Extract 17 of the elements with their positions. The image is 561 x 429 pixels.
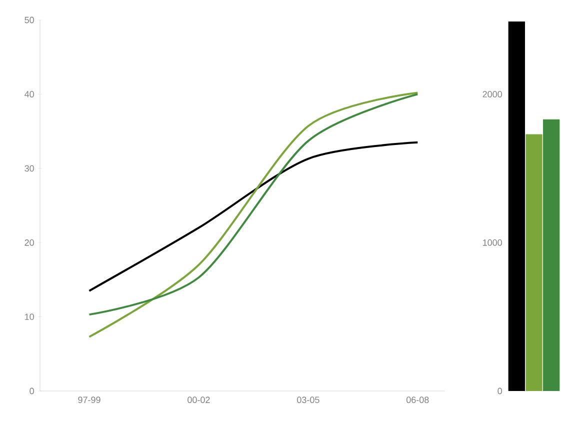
y-tick-label: 0 — [30, 388, 34, 394]
bar — [526, 134, 542, 391]
y-tick-label: 40 — [24, 91, 34, 98]
bar — [543, 119, 560, 391]
x-tick-label: 00-02 — [188, 396, 210, 404]
x-tick-label: 97-99 — [78, 396, 100, 404]
line-series — [88, 141, 419, 292]
x-tick-label: 03-05 — [297, 396, 320, 404]
x-tick-label: 06-08 — [406, 396, 429, 404]
y-tick-label: 50 — [24, 16, 34, 24]
y-tick-label: 20 — [24, 239, 34, 246]
y-tick-label: 2000 — [482, 91, 502, 98]
y-tick-label: 30 — [24, 165, 34, 172]
y-tick-label: 10 — [25, 314, 34, 320]
y-tick-label: 0 — [498, 388, 502, 394]
bar — [508, 21, 525, 391]
y-tick-label: 1000 — [483, 239, 502, 246]
